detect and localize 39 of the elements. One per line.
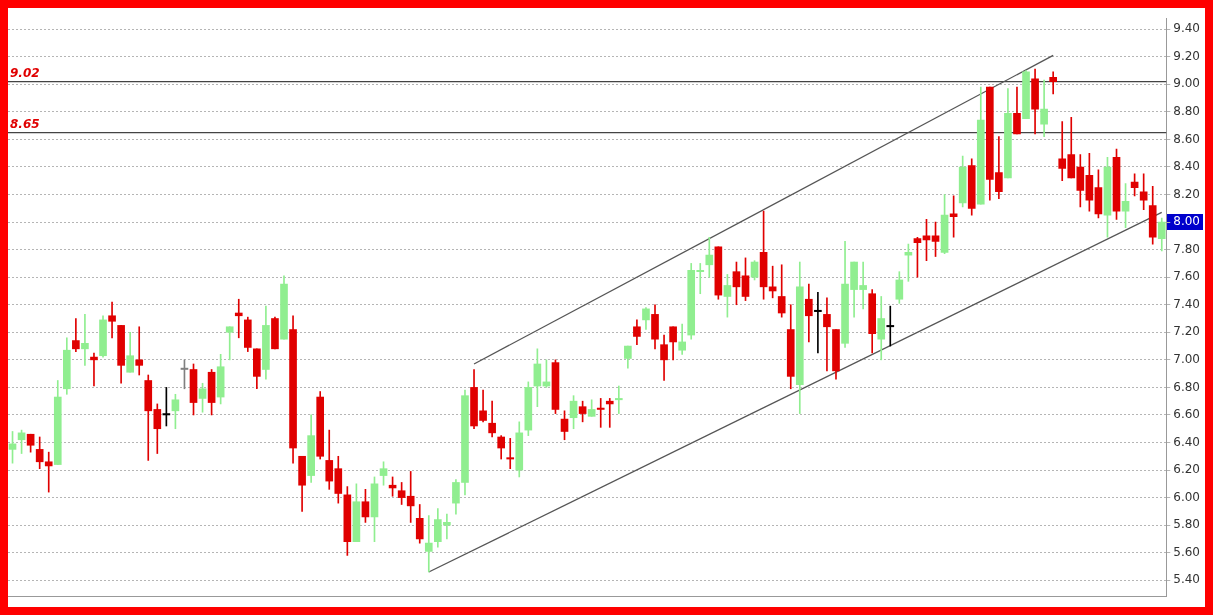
- candlestick: [814, 292, 822, 354]
- candlestick: [406, 471, 415, 523]
- candlestick: [705, 236, 714, 278]
- candlestick: [424, 515, 433, 573]
- y-tick-label: 8.00: [1173, 214, 1200, 229]
- y-tick-label: 7.60: [1173, 269, 1200, 284]
- y-tick-label: 8.40: [1173, 159, 1200, 174]
- y-tick-label: 8.60: [1173, 131, 1200, 146]
- candlestick: [823, 297, 831, 372]
- y-tick-label: 9.00: [1173, 76, 1200, 91]
- candlestick: [596, 398, 605, 428]
- candlestick: [90, 352, 98, 387]
- candlestick: [108, 301, 116, 339]
- y-tick-label: 6.20: [1173, 462, 1200, 477]
- y-tick-label: 7.80: [1173, 241, 1200, 256]
- y-tick-label: 7.40: [1173, 296, 1200, 311]
- y-tick-label: 7.00: [1173, 351, 1200, 366]
- y-tick-label: 6.40: [1173, 434, 1200, 449]
- ref-line-label: 8.65: [10, 116, 40, 131]
- candlestick: [234, 298, 243, 339]
- y-tick-label: 7.20: [1173, 324, 1200, 339]
- candlestick: [886, 305, 895, 347]
- y-tick-label: 5.60: [1173, 544, 1200, 559]
- candlestick: [135, 326, 144, 376]
- y-tick-label: 9.40: [1173, 21, 1200, 36]
- y-tick-label: 6.80: [1173, 379, 1200, 394]
- y-tick-label: 9.20: [1173, 48, 1200, 63]
- candlestick: [81, 314, 89, 366]
- candlestick: [506, 438, 515, 470]
- y-tick-label: 8.80: [1173, 104, 1200, 118]
- y-tick-label: 5.40: [1173, 572, 1200, 587]
- y-tick-label: 5.80: [1173, 517, 1200, 532]
- y-tick-label: 6.00: [1173, 489, 1200, 504]
- ref-line-label: 9.02: [10, 65, 40, 80]
- candlestick: [614, 385, 623, 414]
- candlestick: [225, 326, 234, 361]
- y-tick-label: 8.20: [1173, 186, 1200, 201]
- candlestick: [605, 398, 614, 428]
- y-tick-label: 6.60: [1173, 407, 1200, 422]
